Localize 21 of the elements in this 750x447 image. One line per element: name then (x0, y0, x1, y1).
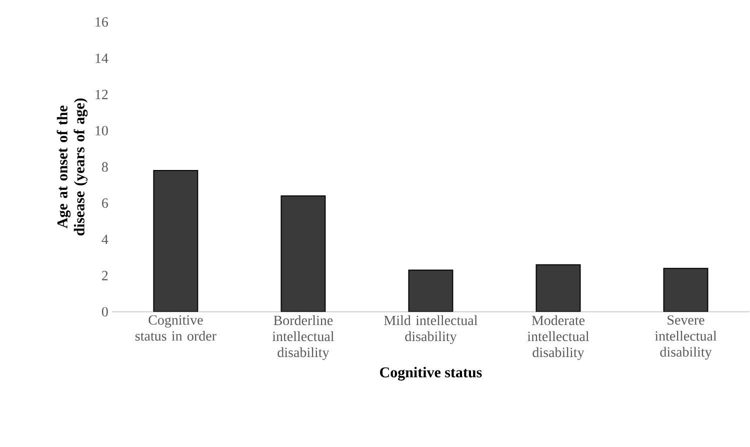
y-tick-label: 4 (102, 234, 108, 244)
bar (408, 270, 454, 312)
y-tick-label: 6 (102, 198, 108, 208)
y-tick-label: 2 (102, 271, 108, 280)
x-tick-label: Severe intellectual disability (654, 315, 717, 360)
y-axis-title: Age at onset of the disease (years of age) (56, 98, 88, 236)
bar (536, 264, 581, 312)
x-axis-title: Cognitive status (380, 366, 482, 381)
x-tick-label: Borderline intellectual disability (272, 315, 334, 360)
y-tick-label: 10 (96, 126, 108, 136)
x-tick-label: Moderate intellectual disability (527, 315, 590, 360)
y-tick-label: 16 (96, 17, 108, 27)
y-tick-label: 14 (96, 54, 108, 63)
y-tick-label: 12 (96, 90, 108, 100)
bar (280, 196, 326, 312)
x-tick-label: Cognitive status in order (135, 315, 216, 341)
bar (153, 170, 198, 312)
y-tick-label: 8 (102, 162, 108, 172)
x-tick-label: Mild intellectual disability (384, 315, 478, 344)
y-tick-label: 0 (102, 307, 108, 317)
bar (663, 268, 708, 312)
